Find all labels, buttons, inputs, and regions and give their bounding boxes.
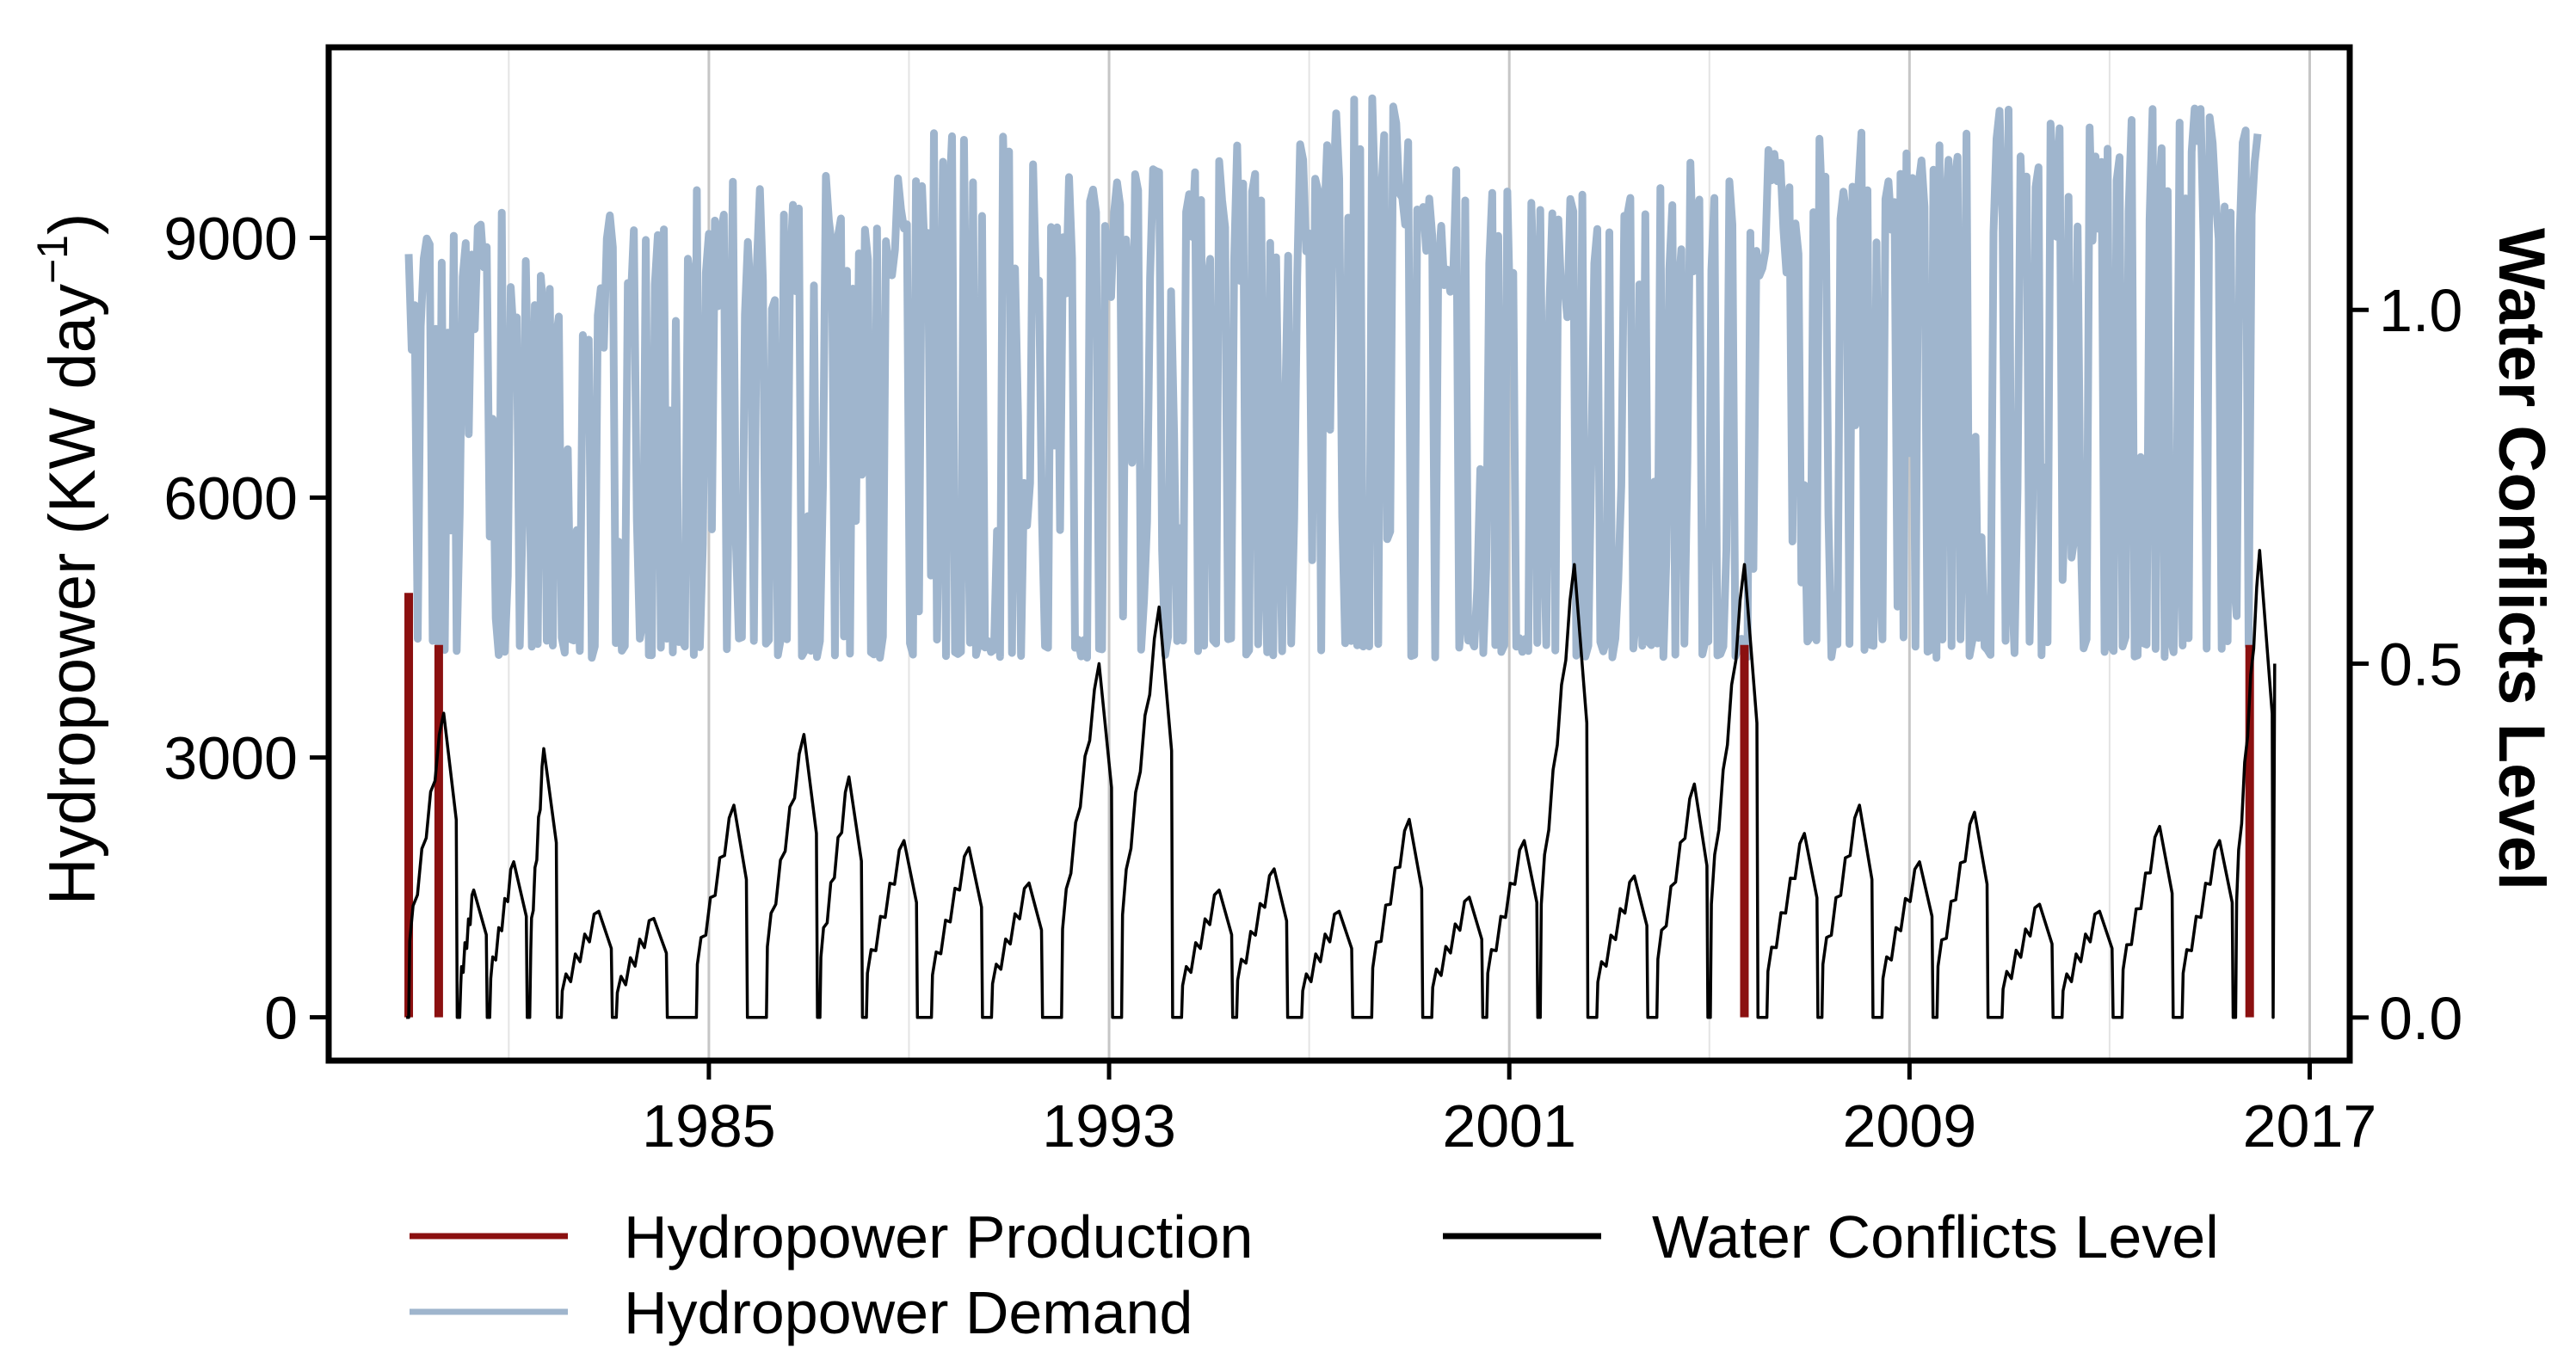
x-axis-tick-label: 2017 xyxy=(2243,1092,2377,1160)
x-axis-tick-label: 1985 xyxy=(642,1092,776,1160)
plot-panel-border xyxy=(325,44,2353,1064)
y-axis-left-tick-label: 3000 xyxy=(163,725,298,792)
y-axis-right-tick-label: 1.0 xyxy=(2379,277,2462,344)
legend-label-hydropower-demand: Hydropower Demand xyxy=(624,1279,1192,1346)
y-axis-left-tick-label: 0 xyxy=(264,985,298,1052)
y-axis-left-title-close: ) xyxy=(36,213,109,235)
legend: Hydropower Production Water Conflicts Le… xyxy=(410,1203,2219,1346)
y-axis-right-tick-label: 0.0 xyxy=(2379,985,2462,1052)
y-axis-right-title: Water Conflicts Level xyxy=(2485,228,2558,890)
x-axis-tick-label: 1993 xyxy=(1042,1092,1176,1160)
y-axis-left-title-main: Hydropower (KW day xyxy=(36,284,109,905)
y-axis-left-title: Hydropower (KW day−1) xyxy=(28,213,109,906)
hydropower-demand-series xyxy=(404,94,2262,662)
water-conflicts-series xyxy=(406,549,2277,1019)
water-conflicts-line xyxy=(406,549,2277,1019)
y-axis-left-tick-label: 6000 xyxy=(163,465,298,532)
y-axis-left-tick-label: 9000 xyxy=(163,206,298,273)
x-axis-tick-label: 2001 xyxy=(1442,1092,1576,1160)
legend-label-hydropower-production: Hydropower Production xyxy=(624,1203,1253,1271)
y-axis-right-tick-label: 0.5 xyxy=(2379,631,2462,698)
axes: 1985 1993 2001 2009 2017 0 3000 6000 9000 0.0 0.5 1… xyxy=(163,206,2462,1160)
legend-label-water-conflicts-level: Water Conflicts Level xyxy=(1652,1203,2219,1271)
x-axis-tick-label: 2009 xyxy=(1842,1092,1976,1160)
y-axis-left-title-sup: −1 xyxy=(28,235,77,284)
hydropower-demand-line xyxy=(404,94,2262,662)
